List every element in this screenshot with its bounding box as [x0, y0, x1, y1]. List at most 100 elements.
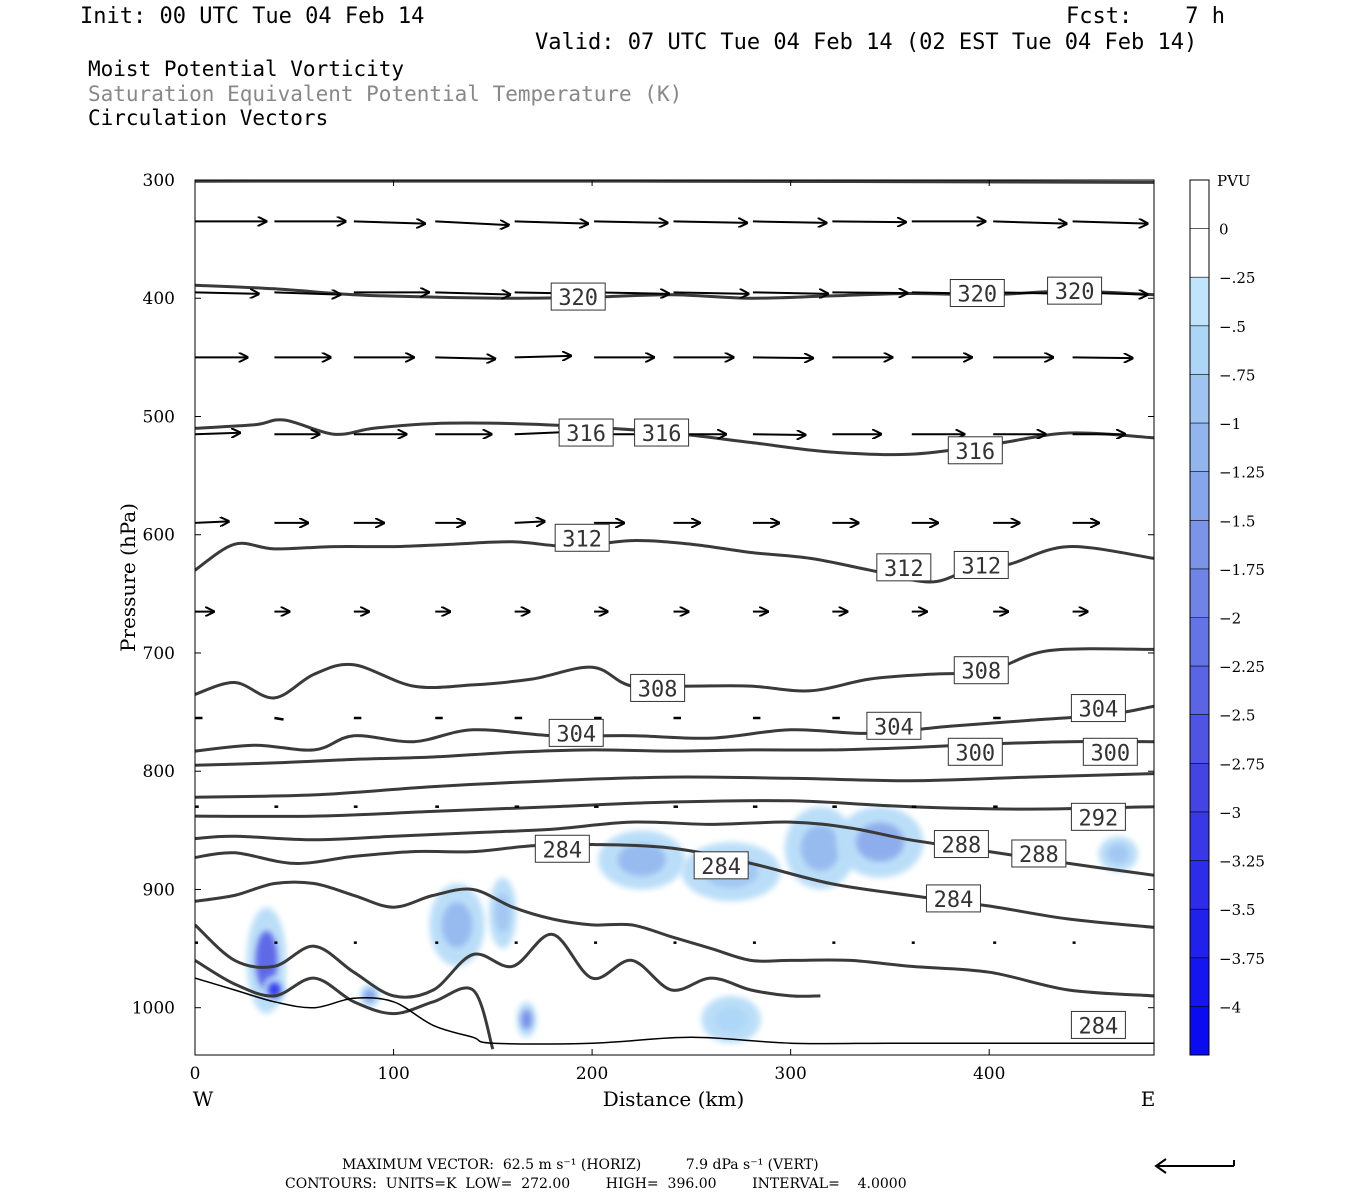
vector-arrow [594, 221, 668, 223]
forecast-hour-label: Fcst: 7 h [1066, 4, 1225, 29]
y-tick-label: 1000 [132, 999, 175, 1019]
x-axis-label: Distance (km) [603, 1087, 745, 1111]
max-vector-arrow [1154, 1158, 1235, 1174]
contour-label-text: 316 [566, 422, 606, 447]
colorbar-swatch [1190, 860, 1209, 910]
colorbar-swatch [1190, 957, 1209, 1007]
colorbar-swatch [1190, 471, 1209, 521]
vector-arrow [1072, 357, 1133, 358]
x-tick-label: 400 [973, 1064, 1005, 1084]
contour-label-box [550, 282, 606, 311]
colorbar-swatch [1190, 714, 1209, 764]
terrain-line [195, 977, 1154, 1045]
y-tick-label: 500 [143, 407, 175, 427]
colorbar-swatch [1190, 180, 1209, 230]
vector-arrow [1072, 221, 1148, 223]
colorbar-swatch [1190, 666, 1209, 716]
contour-label: 300 [947, 737, 1003, 766]
vector-arrow [195, 292, 259, 294]
contour-label: 316 [634, 418, 690, 447]
colorbar-swatch [1190, 325, 1209, 375]
contour-label-box [876, 553, 932, 582]
contour-300 [195, 740, 1154, 767]
contour-label-box [548, 718, 604, 747]
pv-core-9 [855, 822, 905, 862]
x-tick-label: 200 [576, 1064, 608, 1084]
contour-label-text: 316 [955, 440, 995, 465]
title-theta-es: Saturation Equivalent Potential Temperat… [88, 82, 683, 106]
y-tick-label: 700 [143, 644, 175, 664]
y-tick-label: 300 [143, 171, 175, 191]
colorbar-label: −2.25 [1219, 658, 1265, 676]
colorbar-swatch [1190, 277, 1209, 327]
contour-label: 320 [1047, 276, 1103, 305]
contour-label: 320 [949, 279, 1005, 308]
colorbar-label: −2.75 [1219, 755, 1265, 773]
colorbar-label: −4 [1219, 998, 1241, 1016]
colorbar-title: PVU [1217, 172, 1251, 190]
contour-top [195, 180, 1154, 184]
contour-label-box [534, 834, 590, 863]
colorbar-swatch [1190, 423, 1209, 473]
contour-label-text: 284 [542, 838, 582, 863]
contour-label: 312 [876, 553, 932, 582]
contour-label: 284 [1070, 1010, 1126, 1039]
colorbar-swatch [1190, 520, 1209, 570]
contour-label-text: 312 [961, 554, 1001, 579]
vector-arrow [752, 292, 828, 294]
vector-arrow [993, 221, 1067, 223]
contour-label-box [953, 550, 1009, 579]
y-tick-label: 400 [143, 289, 175, 309]
contour-label-box [630, 673, 686, 702]
y-tick-label: 900 [143, 880, 175, 900]
colorbar-label: −2 [1219, 610, 1241, 628]
contour-276 [195, 923, 821, 999]
axes: 300 400 500 600 700 800 900 1000 0 100 200 300 400 Di… [116, 171, 1155, 1111]
contour-label-text: 304 [556, 722, 596, 747]
contour-label-text: 312 [884, 557, 924, 582]
colorbar-label: −.25 [1219, 269, 1255, 287]
contour-label-box [925, 884, 981, 913]
contour-label-box [1070, 694, 1126, 723]
contour-label-text: 300 [1090, 741, 1130, 766]
vector-arrow [752, 221, 827, 223]
vector-arrow [274, 716, 284, 721]
contour-label: 308 [630, 673, 686, 702]
contour-label-text: 284 [934, 888, 974, 913]
colorbar-label: −2.5 [1219, 707, 1255, 725]
pv-core-3 [441, 902, 473, 948]
vector-arrow [274, 292, 340, 294]
contour-label-box [933, 830, 989, 859]
colorbar-swatch [1190, 228, 1209, 278]
vector-arrow [195, 433, 240, 435]
vector-arrow [435, 357, 495, 359]
contour-label-text: 312 [562, 527, 602, 552]
vector-arrow [435, 292, 510, 294]
valid-time-label: Valid: 07 UTC Tue 04 Feb 14 (02 EST Tue … [535, 30, 1198, 55]
contour-label-text: 308 [961, 660, 1001, 685]
contour-label-box [949, 279, 1005, 308]
vector-arrow [514, 521, 545, 523]
colorbar-label: −.5 [1219, 318, 1246, 336]
pv-core-2 [364, 989, 376, 1003]
colorbar-swatch [1190, 617, 1209, 667]
title-pv: Moist Potential Vorticity [88, 57, 405, 81]
contour-label-text: 292 [1079, 806, 1119, 831]
contour-label: 304 [1070, 694, 1126, 723]
pv-colorbar: 0 −.25 −.5 −.75 −1 −1.25 −1.5 −1.75 −2 −2.25 −2.5 −… [1189, 172, 1265, 1056]
colorbar-label: −3 [1219, 804, 1241, 822]
y-tick-label: 800 [143, 762, 175, 782]
contour-label: 312 [554, 523, 610, 552]
contour-label: 300 [1082, 737, 1138, 766]
vector-arrow [673, 221, 748, 223]
colorbar-swatch [1190, 763, 1209, 813]
contour-label: 288 [933, 830, 989, 859]
vector-arrow [594, 292, 669, 294]
colorbar-label: −3.25 [1219, 853, 1265, 871]
contour-label-text: 288 [942, 834, 982, 859]
contour-info-caption: CONTOURS: UNITS=K LOW= 272.00 HIGH= 396.… [285, 1176, 907, 1192]
vector-arrow [514, 432, 568, 434]
vector-arrow [832, 292, 907, 293]
contour-label-text: 284 [701, 855, 741, 880]
